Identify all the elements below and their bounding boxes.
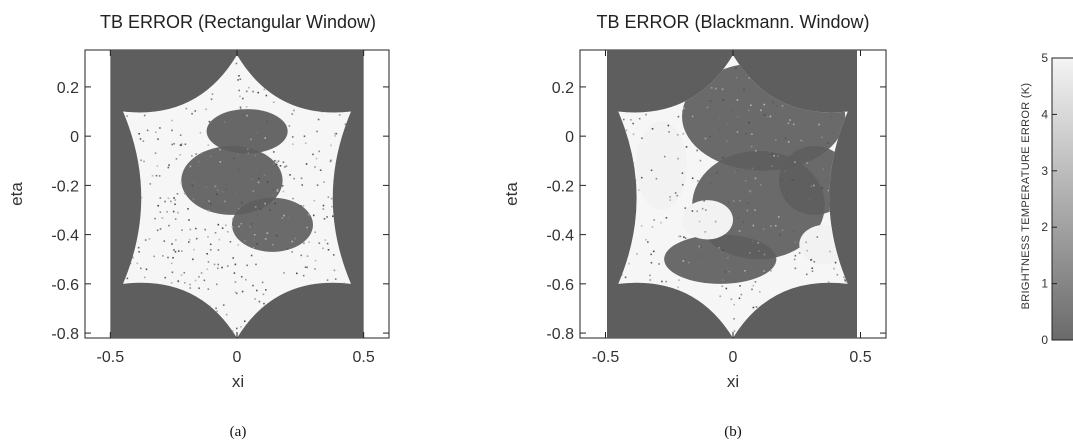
panel-a-title: TB ERROR (Rectangular Window): [100, 12, 376, 32]
y-tick-label: -0.2: [51, 178, 79, 195]
panel-a-xlabel: xi: [232, 372, 244, 391]
y-tick-label: 0.2: [552, 80, 574, 97]
colorbar-tick-label: 0: [1041, 333, 1048, 347]
panel-b-ylabel: eta: [502, 182, 521, 206]
y-tick-label: -0.6: [51, 277, 79, 294]
colorbar-label: BRIGHTNESS TEMPERATURE ERROR (K): [1020, 83, 1032, 310]
colorbar-tick-label: 5: [1041, 51, 1048, 65]
panel-a: TB ERROR (Rectangular Window) -0.5 0 0.5 0.…: [7, 12, 390, 440]
y-tick-label: 0.2: [57, 80, 79, 97]
x-tick-label: 0: [729, 349, 738, 366]
panel-b-axes: -0.5 0 0.5 0.2 0 -0.2 -0.4 -0.6 -0.8: [546, 50, 886, 366]
panel-a-ylabel: eta: [7, 182, 26, 206]
panel-b-title: TB ERROR (Blackmann. Window): [596, 12, 869, 32]
x-tick-label: -0.5: [592, 349, 620, 366]
colorbar-tick-label: 2: [1041, 220, 1048, 234]
panel-a-axes: -0.5 0 0.5 0.2 0 -0.2 -0.4 -0.6 -0.8: [51, 50, 389, 366]
x-tick-label: 0.5: [353, 349, 375, 366]
panel-b: TB ERROR (Blackmann. Window) -0.5 0 0.5 0.2…: [502, 12, 887, 440]
y-tick-label: -0.2: [546, 178, 574, 195]
colorbar-tick-label: 1: [1041, 277, 1048, 291]
error-region: [231, 197, 313, 252]
panel-a-heatmap-image: [110, 50, 364, 338]
low-error-region: [682, 200, 733, 240]
error-texture: [123, 54, 351, 338]
error-region: [664, 234, 777, 284]
y-tick-label: 0: [70, 129, 79, 146]
error-region: [181, 146, 283, 215]
error-region: [206, 109, 288, 154]
colorbar-tick-label: 3: [1041, 164, 1048, 178]
y-tick-label: -0.4: [546, 228, 574, 245]
panel-b-caption: (b): [724, 424, 742, 440]
colorbar-ticks: 0 1 2 3 4 5: [1041, 51, 1057, 347]
x-tick-label: -0.5: [97, 349, 125, 366]
panel-b-heatmap-image: [607, 50, 857, 338]
y-tick-label: -0.4: [51, 228, 79, 245]
panel-a-caption: (a): [230, 424, 247, 440]
colorbar-gradient: [1051, 57, 1073, 341]
colorbar-tick-label: 4: [1041, 107, 1048, 121]
colorbar: BRIGHTNESS TEMPERATURE ERROR (K) 0 1 2 3 4 5: [1020, 51, 1073, 347]
y-tick-label: -0.8: [546, 326, 574, 343]
low-error-region: [636, 121, 688, 210]
panel-b-xlabel: xi: [727, 372, 739, 391]
x-tick-label: 0.5: [849, 349, 871, 366]
y-tick-label: 0: [565, 129, 574, 146]
y-tick-label: -0.6: [546, 277, 574, 294]
x-tick-label: 0: [233, 349, 242, 366]
y-tick-label: -0.8: [51, 326, 79, 343]
